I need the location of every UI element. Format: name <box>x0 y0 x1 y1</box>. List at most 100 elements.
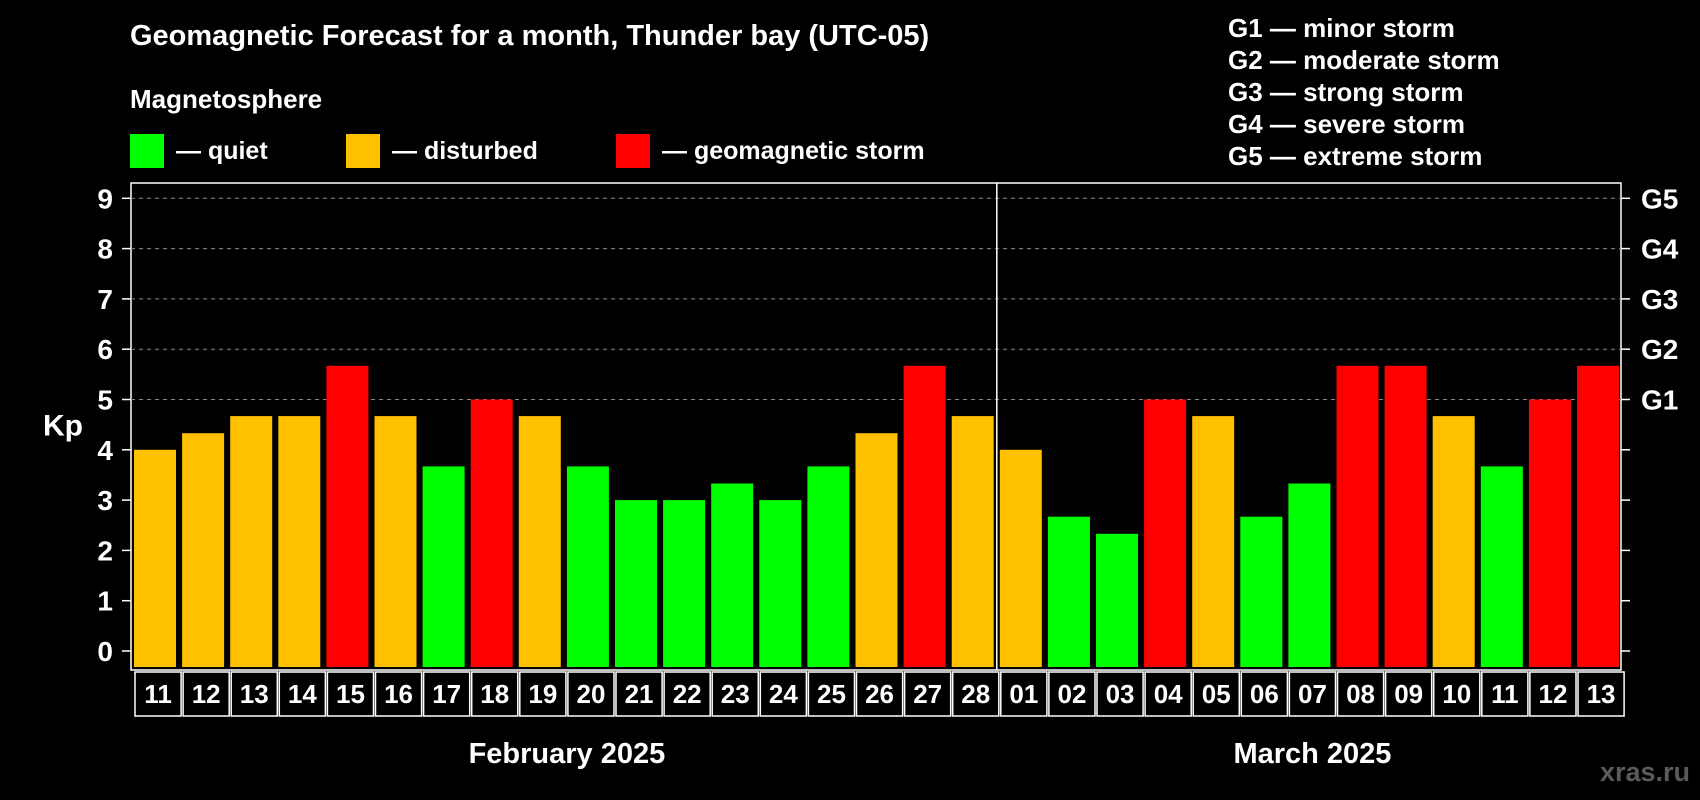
x-tick-label: 23 <box>721 679 750 709</box>
date-cell <box>759 671 808 717</box>
kp-bar <box>230 416 273 667</box>
kp-bar <box>1480 466 1523 667</box>
date-cell <box>1336 671 1385 717</box>
kp-bar <box>1336 365 1379 667</box>
date-cell <box>182 671 230 717</box>
y-tick-label: 7 <box>97 284 113 315</box>
right-tick-label-g2: G2 <box>1641 334 1678 365</box>
date-cell <box>134 671 182 717</box>
x-tick-label: 18 <box>480 679 509 709</box>
legend-heading: Magnetosphere <box>130 84 323 114</box>
right-tick-label-g5: G5 <box>1641 183 1678 214</box>
date-cell <box>1529 671 1577 717</box>
date-cell <box>1240 671 1289 717</box>
y-tick-label: 8 <box>97 234 113 265</box>
watermark: xras.ru <box>1599 757 1690 787</box>
y-tick-label: 2 <box>97 535 113 566</box>
kp-bar <box>1288 483 1331 667</box>
date-cell <box>1192 671 1241 717</box>
x-tick-label: 06 <box>1250 679 1279 709</box>
x-tick-label: 20 <box>576 679 605 709</box>
x-tick-label: 11 <box>1491 679 1519 709</box>
kp-bar <box>566 466 609 667</box>
kp-bar <box>326 365 369 667</box>
x-tick-label: 26 <box>865 679 894 709</box>
date-cell <box>1432 671 1481 717</box>
x-tick-label: 13 <box>1587 679 1616 709</box>
x-tick-label: 04 <box>1154 679 1183 709</box>
legend-label-disturbed: — disturbed <box>392 136 538 165</box>
kp-bar <box>903 365 946 667</box>
x-tick-label: 28 <box>961 679 990 709</box>
date-cell <box>230 671 279 717</box>
plot-frame <box>130 182 1622 671</box>
x-tick-label: 03 <box>1106 679 1135 709</box>
x-tick-label: 05 <box>1202 679 1231 709</box>
kp-bar <box>807 466 850 667</box>
date-cell <box>1481 671 1529 717</box>
x-tick-label: 19 <box>528 679 557 709</box>
kp-bar <box>1432 416 1475 667</box>
kp-bar <box>1577 365 1619 667</box>
legend-item-disturbed: — disturbed <box>346 134 538 168</box>
legend-item-storm: — geomagnetic storm <box>616 134 925 168</box>
kp-bar <box>615 500 657 667</box>
y-tick-label: 3 <box>97 485 113 516</box>
storm-scale-legend: G1 — minor storm G2 — moderate storm G3 … <box>1228 12 1500 172</box>
date-cell <box>1384 671 1433 717</box>
date-cell <box>1000 671 1048 717</box>
kp-bar <box>470 399 513 667</box>
kp-bar <box>1144 399 1187 667</box>
kp-bar <box>663 500 706 667</box>
y-tick-label: 5 <box>97 385 113 416</box>
x-tick-label: 07 <box>1298 679 1327 709</box>
legend-label-quiet: — quiet <box>176 136 268 165</box>
x-tick-label: 12 <box>1538 679 1567 709</box>
kp-bar <box>1096 533 1138 667</box>
date-cell <box>374 671 423 717</box>
date-cell <box>470 671 519 717</box>
right-tick-label-g4: G4 <box>1641 234 1679 265</box>
x-tick-label: 17 <box>432 679 461 709</box>
date-cell <box>326 671 375 717</box>
y-tick-label: 0 <box>97 636 113 667</box>
date-cell <box>711 671 760 717</box>
legend-swatch-quiet <box>130 134 164 168</box>
month-label: March 2025 <box>1233 738 1391 770</box>
kp-bar <box>1384 365 1427 667</box>
x-tick-label: 24 <box>769 679 798 709</box>
date-cell <box>519 671 567 717</box>
kp-bar <box>1528 399 1571 667</box>
date-cell <box>855 671 904 717</box>
date-cell <box>1577 671 1625 717</box>
kp-bar <box>518 416 561 667</box>
date-cell <box>422 671 471 717</box>
x-tick-label: 22 <box>673 679 702 709</box>
date-cell <box>1144 671 1192 717</box>
y-tick-label: 1 <box>97 586 113 617</box>
storm-scale-g2: G2 — moderate storm <box>1228 45 1500 75</box>
kp-bar <box>374 416 417 667</box>
y-axis-label: Kp <box>43 410 83 443</box>
y-tick-label: 4 <box>97 435 113 466</box>
x-tick-label: 15 <box>336 679 365 709</box>
kp-bar <box>134 449 176 667</box>
month-label: February 2025 <box>469 738 666 770</box>
legend-swatch-disturbed <box>346 134 380 168</box>
x-tick-label: 01 <box>1009 679 1038 709</box>
storm-scale-g3: G3 — strong storm <box>1228 77 1464 107</box>
x-tick-label: 21 <box>625 679 654 709</box>
date-cell <box>807 671 856 717</box>
date-cell <box>1096 671 1144 717</box>
x-tick-label: 12 <box>192 679 221 709</box>
x-tick-label: 14 <box>288 679 317 709</box>
date-cell <box>567 671 615 717</box>
x-tick-label: 13 <box>240 679 269 709</box>
kp-bar <box>422 466 465 667</box>
x-tick-label: 09 <box>1394 679 1423 709</box>
date-cell <box>615 671 663 717</box>
right-tick-label-g1: G1 <box>1641 385 1678 416</box>
x-tick-label: 27 <box>913 679 942 709</box>
date-cell <box>1048 671 1096 717</box>
